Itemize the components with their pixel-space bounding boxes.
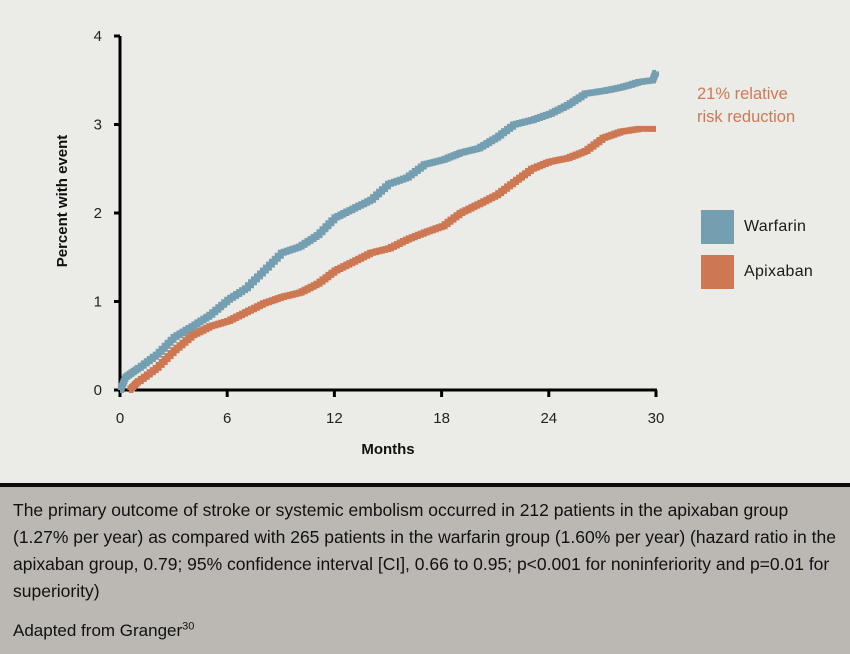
y-axis-title: Percent with event	[54, 135, 71, 268]
x-tick-label: 6	[223, 410, 231, 427]
series-line-warfarin	[117, 69, 659, 393]
y-tick-label: 4	[94, 28, 102, 45]
series-layer	[117, 69, 659, 393]
risk-reduction-annotation: 21% relative risk reduction	[697, 83, 795, 129]
source-citation: Adapted from Granger30	[13, 621, 194, 641]
source-text: Adapted from Granger	[13, 621, 183, 640]
x-tick-label: 18	[433, 410, 450, 427]
y-tick-label: 0	[94, 382, 102, 399]
caption-text: The primary outcome of stroke or systemi…	[13, 500, 836, 601]
axes	[114, 34, 658, 397]
legend-item-apixaban: Apixaban	[701, 255, 813, 289]
legend-label-warfarin: Warfarin	[744, 218, 807, 235]
annotation-line-2: risk reduction	[697, 108, 796, 126]
x-tick-label: 0	[116, 410, 124, 427]
x-tick-label: 30	[648, 410, 665, 427]
y-tick-label: 3	[94, 117, 102, 134]
source-reference: 30	[182, 620, 195, 633]
y-tick-label: 2	[94, 205, 102, 222]
y-tick-label: 1	[94, 294, 102, 311]
x-axis-title: Months	[361, 441, 414, 458]
legend-swatch-apixaban	[701, 255, 734, 289]
legend: Warfarin Apixaban	[701, 210, 813, 300]
legend-item-warfarin: Warfarin	[701, 210, 813, 244]
chart-area: 0 1 2 3 4 0 6 12 18 24 30 Months Percent with event …	[54, 28, 813, 458]
legend-swatch-warfarin	[701, 210, 734, 244]
series-line-apixaban	[127, 125, 656, 393]
x-tick-label: 12	[326, 410, 343, 427]
legend-label-apixaban: Apixaban	[744, 263, 814, 280]
annotation-line-1: 21% relative	[697, 85, 788, 103]
caption-box: The primary outcome of stroke or systemi…	[0, 483, 850, 654]
x-tick-label: 24	[540, 410, 557, 427]
